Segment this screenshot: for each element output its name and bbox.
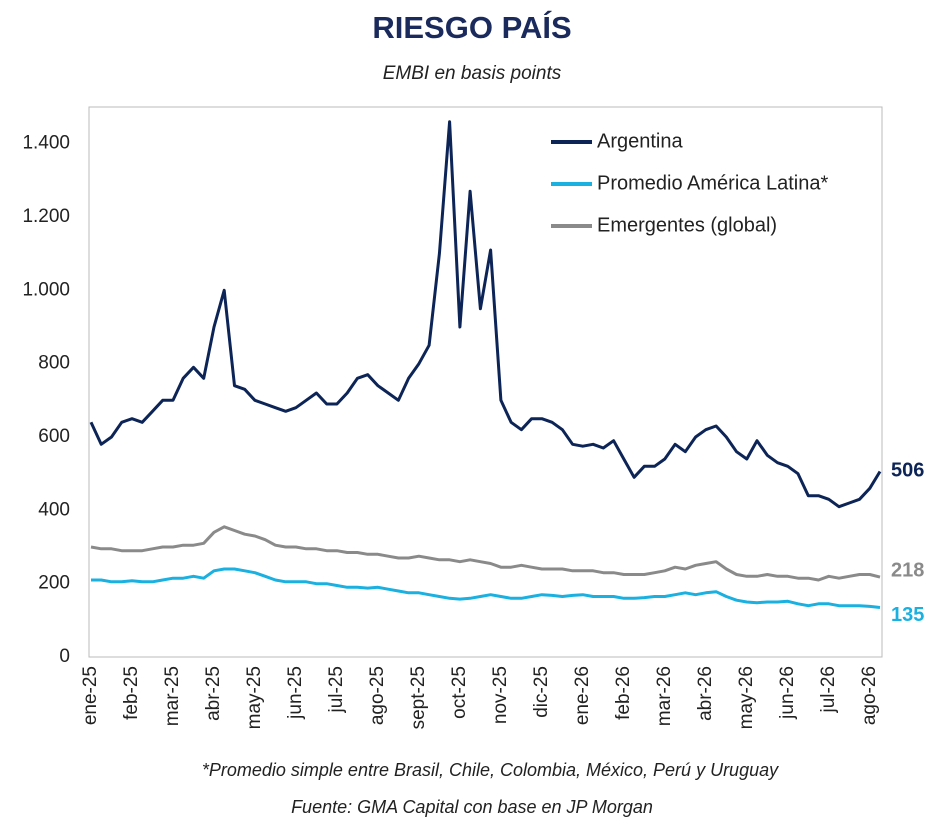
x-tick-label: ago-26 [859,666,880,725]
x-tick-label: ene-26 [572,666,593,725]
legend-label: Argentina [597,130,683,152]
x-tick-label: feb-26 [613,666,634,720]
end-label: 218 [891,559,924,581]
x-tick-label: feb-25 [121,666,142,720]
y-tick-label: 200 [38,573,70,594]
x-tick-label: sept-25 [408,666,429,729]
y-tick-label: 800 [38,353,70,374]
line [89,120,882,509]
x-tick-label: abr-25 [203,666,224,721]
y-tick-label: 0 [59,646,70,667]
x-tick-label: jun-25 [285,666,306,720]
source: Fuente: GMA Capital con base en JP Morga… [291,797,653,817]
x-tick-label: ene-25 [80,666,101,725]
end-label: 506 [891,460,924,482]
plot-frame [88,106,883,658]
chart-subtitle: EMBI en basis points [383,63,562,84]
legend-label: Emergentes (global) [597,214,777,236]
line [91,567,881,609]
footnote: *Promedio simple entre Brasil, Chile, Co… [202,760,779,780]
y-tick-label: 600 [38,426,70,447]
chart-title: RIESGO PAÍS [372,10,571,45]
line [90,525,881,582]
x-tick-label: may-26 [736,666,757,729]
x-tick-label: jun-26 [777,666,798,720]
x-tick-label: abr-26 [695,666,716,721]
x-tick-label: mar-26 [654,666,675,726]
y-tick-label: 400 [38,499,70,520]
x-tick-label: dic-25 [531,666,552,718]
x-tick-label: ago-25 [367,666,388,725]
x-tick-label: jul-26 [818,666,839,713]
y-tick-label: 1.400 [22,133,70,154]
x-tick-label: may-25 [244,666,265,729]
x-tick-label: nov-25 [490,666,511,724]
y-tick-label: 1.000 [22,279,70,300]
legend-label: Promedio América Latina* [597,172,828,194]
x-tick-label: mar-25 [162,666,183,726]
y-tick-label: 1.200 [22,206,70,227]
x-tick-label: oct-25 [449,666,470,719]
end-label: 135 [891,604,924,626]
x-tick-label: jul-25 [326,666,347,713]
